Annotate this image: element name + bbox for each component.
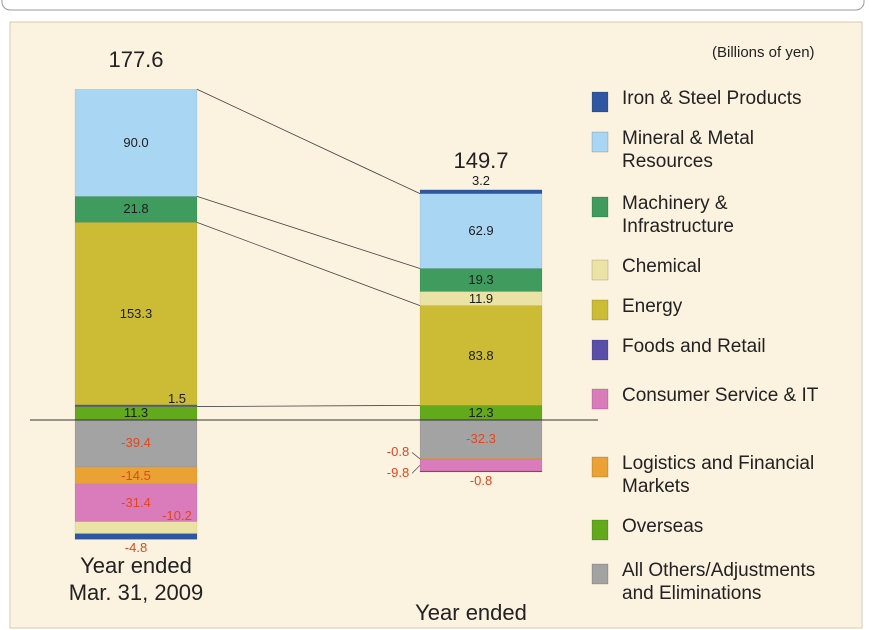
value-label: 83.8 bbox=[468, 347, 494, 363]
value-label: -9.8 bbox=[386, 465, 410, 481]
bar-segment bbox=[74, 196, 198, 223]
legend-swatch bbox=[591, 519, 609, 541]
legend-swatch bbox=[591, 91, 609, 113]
unit-label: (Billions of yen) bbox=[712, 44, 815, 61]
value-label: -10.2 bbox=[162, 507, 192, 523]
legend-label: Machinery & Infrastructure bbox=[622, 193, 734, 237]
value-label: 21.8 bbox=[123, 201, 149, 217]
value-label: -14.5 bbox=[121, 467, 151, 483]
legend-label: Overseas bbox=[622, 516, 704, 537]
total-label: 177.6 bbox=[108, 47, 164, 73]
total-label: 149.7 bbox=[453, 147, 509, 173]
category-label: Year ended Mar. 31, 2009 bbox=[68, 553, 204, 605]
bar-segment bbox=[74, 222, 198, 406]
legend-swatch bbox=[591, 339, 609, 361]
top-panel bbox=[1, 0, 865, 11]
legend-swatch bbox=[591, 131, 609, 153]
leader-line bbox=[411, 464, 421, 474]
bar-segment bbox=[74, 89, 198, 197]
value-label: 1.5 bbox=[167, 390, 187, 406]
legend-swatch bbox=[591, 563, 609, 585]
legend-label: Logistics and Financial Markets bbox=[622, 453, 815, 497]
legend-swatch bbox=[591, 299, 609, 321]
value-label: 11.3 bbox=[123, 405, 149, 421]
bar-segment bbox=[419, 305, 543, 406]
value-label: 90.0 bbox=[123, 134, 149, 150]
legend-label: Foods and Retail bbox=[622, 336, 766, 357]
legend-swatch bbox=[591, 259, 609, 281]
value-label: 153.3 bbox=[119, 305, 153, 321]
leader-line bbox=[411, 452, 421, 460]
legend-label: Mineral & Metal Resources bbox=[622, 128, 754, 172]
legend-swatch bbox=[591, 456, 609, 478]
value-label: 19.3 bbox=[468, 271, 494, 287]
value-label: -31.4 bbox=[121, 494, 151, 510]
legend-label: Energy bbox=[622, 296, 683, 317]
bar-segment bbox=[419, 470, 543, 473]
bar-segment bbox=[419, 459, 543, 472]
legend-swatch bbox=[591, 196, 609, 218]
value-label: -39.4 bbox=[121, 435, 151, 451]
value-label: -0.8 bbox=[386, 444, 410, 460]
bar-segment bbox=[419, 419, 543, 459]
value-label: -0.8 bbox=[469, 473, 493, 488]
bar-segment bbox=[419, 193, 543, 269]
connector-line bbox=[196, 88, 421, 195]
value-label: 62.9 bbox=[468, 223, 494, 239]
bar-segment bbox=[419, 189, 543, 194]
bar-segment bbox=[74, 533, 198, 540]
value-label: 3.2 bbox=[471, 172, 491, 188]
value-label: 12.3 bbox=[468, 404, 494, 420]
legend-label: All Others/Adjustments and Eliminations bbox=[622, 560, 816, 604]
value-label: -4.8 bbox=[124, 540, 148, 556]
bar-segment bbox=[74, 483, 198, 522]
legend-label: Iron & Steel Products bbox=[622, 88, 802, 109]
connector-line bbox=[196, 404, 421, 407]
connector-line bbox=[196, 221, 421, 307]
legend-label: Consumer Service & IT bbox=[622, 385, 819, 406]
legend-swatch bbox=[591, 388, 609, 410]
legend-label: Chemical bbox=[622, 256, 702, 277]
connector-line bbox=[196, 196, 421, 269]
category-label: Year ended Mar. 31, 2010 bbox=[404, 600, 539, 630]
value-label: 11.9 bbox=[468, 290, 494, 306]
value-label: -32.3 bbox=[466, 431, 496, 447]
